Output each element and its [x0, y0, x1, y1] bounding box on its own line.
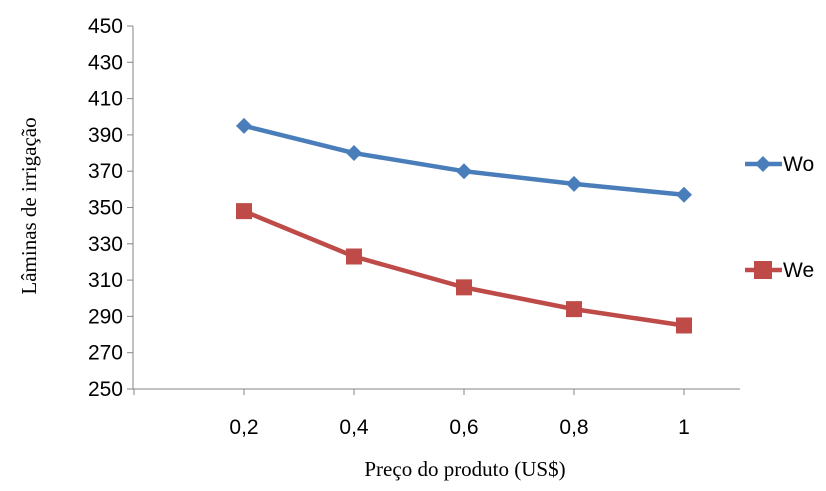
data-point-marker [566, 301, 582, 318]
x-tick-label: 0,6 [449, 416, 478, 439]
legend-label: Wo [783, 153, 814, 176]
y-tick-label: 430 [88, 51, 123, 74]
y-tick-label: 290 [88, 305, 123, 328]
data-point-marker [676, 317, 692, 334]
legend: Wo We [745, 153, 814, 282]
data-point-marker [676, 186, 692, 203]
series-line [243, 209, 685, 328]
y-tick-label: 370 [88, 160, 123, 183]
series-line [243, 123, 685, 198]
y-tick-label: 450 [88, 15, 123, 38]
x-axis-title: Preço do produto (US$) [364, 457, 565, 481]
y-axis: 250 270 290 310 330 350 370 390 410 430 450 [88, 15, 134, 401]
y-tick-label: 390 [88, 124, 123, 147]
y-tick-label: 310 [88, 269, 123, 292]
y-tick-label: 250 [88, 378, 123, 401]
y-tick-label: 270 [88, 342, 123, 365]
series-we [236, 203, 692, 334]
series-wo [236, 117, 692, 203]
x-tick-label: 1 [678, 416, 690, 439]
data-point-marker [346, 248, 362, 265]
y-tick-label: 410 [88, 88, 123, 111]
data-point-marker [236, 117, 252, 134]
data-point-marker [566, 175, 582, 192]
legend-marker [755, 156, 771, 172]
x-tick-label: 0,2 [229, 416, 258, 439]
x-axis: 0,2 0,4 0,6 0,8 1 [133, 388, 740, 439]
legend-label: We [783, 259, 814, 282]
x-tick-label: 0,4 [339, 416, 369, 439]
data-point-marker [236, 203, 252, 220]
data-point-marker [456, 163, 472, 180]
series-layer [236, 117, 692, 334]
data-point-marker [346, 145, 362, 162]
legend-entry: We [745, 259, 814, 282]
legend-marker [754, 261, 772, 279]
x-tick-label: 0,8 [559, 416, 588, 439]
y-tick-label: 350 [88, 197, 123, 220]
y-axis-title: Lâminas de irrigação [17, 117, 41, 294]
legend-entry: Wo [745, 153, 814, 176]
data-point-marker [456, 279, 472, 296]
y-tick-label: 330 [88, 233, 123, 256]
